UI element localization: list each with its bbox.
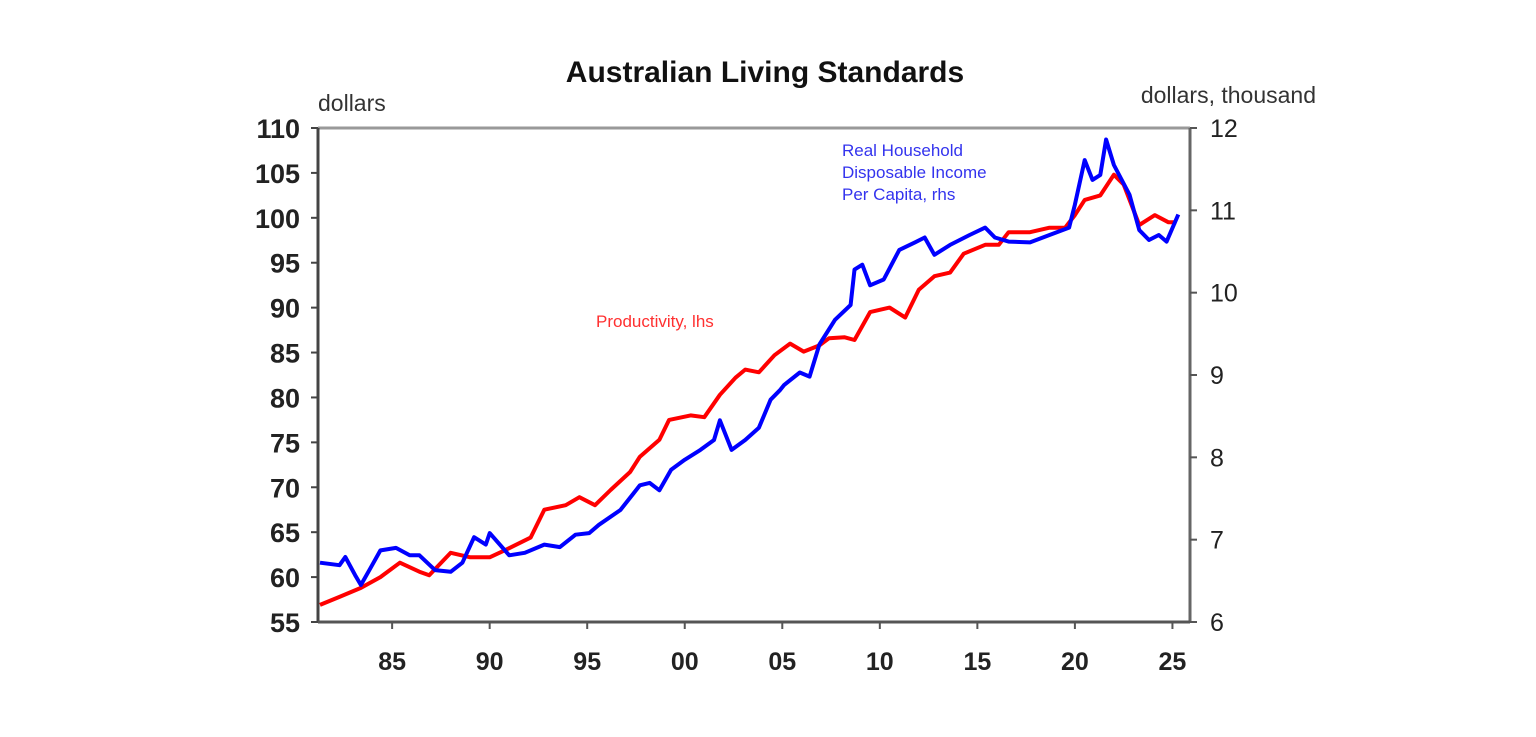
x-tick-label: 90	[476, 648, 504, 676]
right-tick-label: 7	[1210, 527, 1224, 555]
left-tick-label: 95	[270, 249, 300, 279]
left-tick-label: 80	[270, 383, 300, 413]
axes: 55 60 65 70 75 80 85 90 95 100 105 110 6 7 8 9 10 11 12 85 9…	[255, 114, 1238, 676]
left-tick-label: 110	[256, 114, 300, 144]
left-tick-label: 65	[270, 518, 300, 548]
left-tick-label: 85	[270, 339, 300, 369]
right-tick-label: 6	[1210, 609, 1224, 637]
left-tick-label: 105	[255, 159, 300, 189]
series-lines	[319, 137, 1181, 607]
x-tick-label: 10	[866, 648, 894, 676]
right-tick-label: 10	[1210, 280, 1238, 308]
left-tick-label: 55	[270, 608, 300, 638]
right-tick-label: 12	[1210, 115, 1238, 143]
x-tick-label: 25	[1159, 648, 1187, 676]
annotation-income-2: Disposable Income	[842, 163, 987, 182]
annotation-productivity: Productivity, lhs	[596, 312, 714, 331]
x-tick-label: 20	[1061, 648, 1089, 676]
right-axis-label: dollars, thousand	[1141, 82, 1316, 108]
left-tick-label: 100	[255, 204, 300, 234]
income-line	[319, 137, 1181, 587]
chart-title: Australian Living Standards	[566, 56, 964, 89]
left-tick-label: 90	[270, 294, 300, 324]
right-tick-label: 9	[1210, 362, 1224, 390]
productivity-line	[319, 172, 1177, 607]
left-tick-label: 60	[270, 563, 300, 593]
right-tick-label: 11	[1210, 197, 1236, 225]
x-tick-label: 00	[671, 648, 699, 676]
x-tick-label: 95	[573, 648, 601, 676]
annotation-income-1: Real Household	[842, 141, 963, 160]
x-tick-label: 05	[768, 648, 796, 676]
right-tick-label: 8	[1210, 444, 1224, 472]
x-tick-label: 15	[963, 648, 991, 676]
x-tick-label: 85	[378, 648, 406, 676]
left-axis-label: dollars	[318, 90, 386, 116]
annotation-income-3: Per Capita, rhs	[842, 185, 955, 204]
left-tick-label: 70	[270, 473, 300, 503]
left-tick-label: 75	[270, 428, 300, 458]
